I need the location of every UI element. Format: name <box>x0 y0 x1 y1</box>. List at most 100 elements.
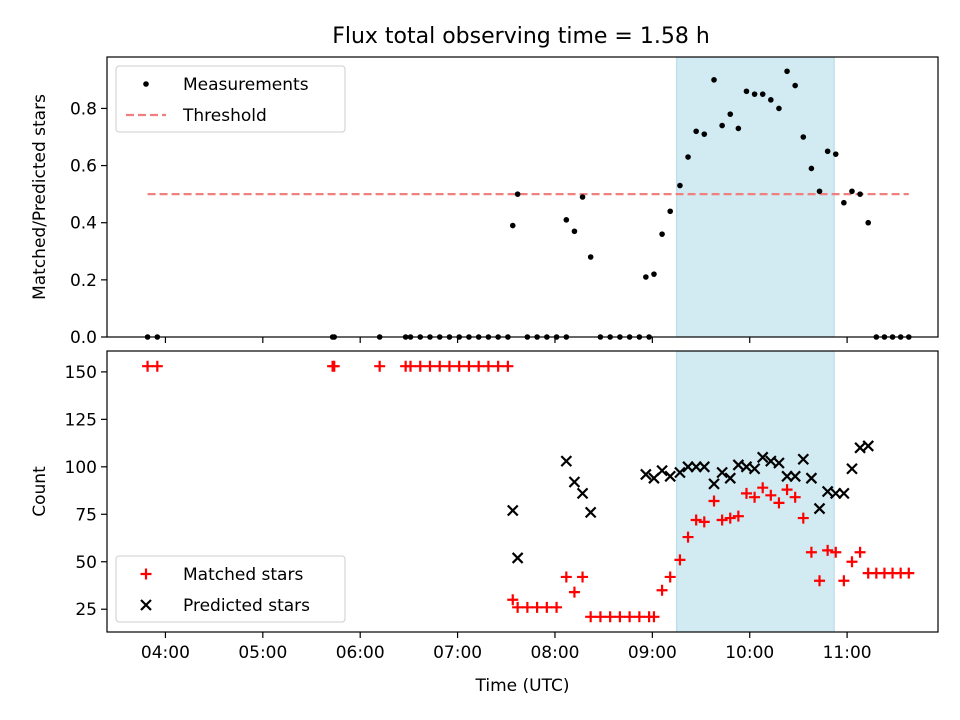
matched-star-marker <box>405 360 417 372</box>
predicted-star-marker <box>854 442 866 454</box>
matched-star-marker <box>443 360 455 372</box>
measurement-point <box>824 148 831 155</box>
y-tick-label: 125 <box>65 410 97 430</box>
chart-title: Flux total observing time = 1.58 h <box>332 24 710 49</box>
measurement-point <box>659 231 665 237</box>
matched-star-marker <box>585 611 597 623</box>
measurement-point <box>865 219 872 226</box>
x-tick-label: 06:00 <box>336 643 385 663</box>
x-tick-label: 10:00 <box>725 643 774 663</box>
matched-star-marker <box>732 510 744 522</box>
predicted-star-marker <box>560 455 573 467</box>
matched-star-marker <box>846 556 858 568</box>
matched-star-marker <box>577 571 589 583</box>
matched-star-marker <box>854 546 866 558</box>
matched-star-marker <box>328 360 340 372</box>
predicted-star-marker <box>805 472 818 484</box>
y-tick-label: 0.2 <box>70 271 97 291</box>
matched-star-marker <box>482 360 494 372</box>
predicted-star-marker <box>748 462 761 475</box>
predicted-star-marker <box>664 470 676 483</box>
measurement-point <box>719 122 725 129</box>
x-tick-label: 11:00 <box>823 643 872 663</box>
x-tick-label: 09:00 <box>628 643 677 663</box>
x-tick-label: 07:00 <box>433 643 482 663</box>
predicted-star-marker <box>698 461 711 473</box>
predicted-star-marker <box>797 453 810 466</box>
matched-star-marker <box>624 611 636 623</box>
predicted-star-marker <box>576 487 589 500</box>
measurement-point <box>509 222 516 229</box>
predicted-star-marker <box>846 462 858 475</box>
matched-star-marker <box>614 611 626 623</box>
predicted-star-marker <box>656 464 668 477</box>
x-tick-label: 05:00 <box>238 643 287 663</box>
matched-star-marker <box>716 514 728 526</box>
matched-star-marker <box>648 611 660 623</box>
measurement-point <box>759 91 766 97</box>
matched-star-marker <box>463 360 475 372</box>
measurement-point <box>832 151 839 157</box>
measurement-point <box>849 188 855 195</box>
series-group <box>142 360 915 623</box>
matched-star-marker <box>414 360 426 372</box>
matched-star-marker <box>551 601 563 613</box>
matched-star-marker <box>453 360 465 372</box>
matched-star-marker <box>656 584 668 596</box>
matched-star-marker <box>507 594 519 606</box>
measurement-point <box>816 188 823 195</box>
matched-star-marker <box>789 491 801 503</box>
y-tick-label: 0.4 <box>70 214 97 234</box>
y-tick-label: 50 <box>75 553 97 573</box>
matched-star-marker <box>822 544 834 556</box>
matched-star-marker <box>434 360 446 372</box>
measurement-point <box>514 191 521 197</box>
matched-star-marker <box>708 495 720 507</box>
matched-star-marker <box>757 482 769 494</box>
legend-box <box>115 555 346 623</box>
matched-star-marker <box>781 484 793 496</box>
y-tick-label: 75 <box>75 505 97 525</box>
matched-star-marker <box>830 546 842 558</box>
y-tick-label: 0.6 <box>70 157 97 177</box>
measurement-point <box>571 228 578 235</box>
predicted-star-marker <box>511 552 524 564</box>
predicted-star-marker <box>740 461 753 473</box>
matched-star-marker <box>604 611 616 623</box>
matched-star-marker <box>594 611 606 623</box>
measurement-point <box>776 105 782 112</box>
predicted-star-marker <box>756 451 769 464</box>
predicted-star-marker <box>773 457 785 469</box>
predicted-star-marker <box>506 504 519 517</box>
measurement-point <box>643 274 649 280</box>
predicted-star-marker <box>640 468 652 481</box>
measurement-point <box>800 134 807 140</box>
measurement-point <box>667 208 673 215</box>
measurement-point <box>701 131 708 137</box>
matched-star-marker <box>749 491 761 503</box>
matched-star-marker <box>698 516 710 528</box>
measurement-point <box>751 91 758 97</box>
matched-star-marker <box>521 601 533 613</box>
matched-star-marker <box>531 601 543 613</box>
matched-star-marker <box>814 575 826 587</box>
matched-star-marker <box>512 601 524 613</box>
y-axis-label: Count <box>30 466 50 517</box>
bottom-panel: 25 50 75 100 125 150 04:00 05:00 06:00 07:00 08:00… <box>30 350 939 696</box>
measurement-point <box>693 128 699 135</box>
matched-star-marker <box>740 487 752 499</box>
predicted-star-marker <box>708 478 720 490</box>
measurement-point <box>792 82 798 89</box>
predicted-star-marker <box>838 487 850 500</box>
predicted-star-marker <box>813 502 826 515</box>
matched-star-marker <box>773 497 785 509</box>
legend-label: Matched stars <box>183 565 303 585</box>
measurement-point <box>579 194 586 200</box>
measurement-point <box>711 77 717 83</box>
measurement-point <box>587 254 594 260</box>
matched-star-marker <box>568 586 580 598</box>
matched-star-marker <box>664 571 676 583</box>
matched-star-marker <box>151 360 163 372</box>
matched-star-marker <box>424 360 436 372</box>
